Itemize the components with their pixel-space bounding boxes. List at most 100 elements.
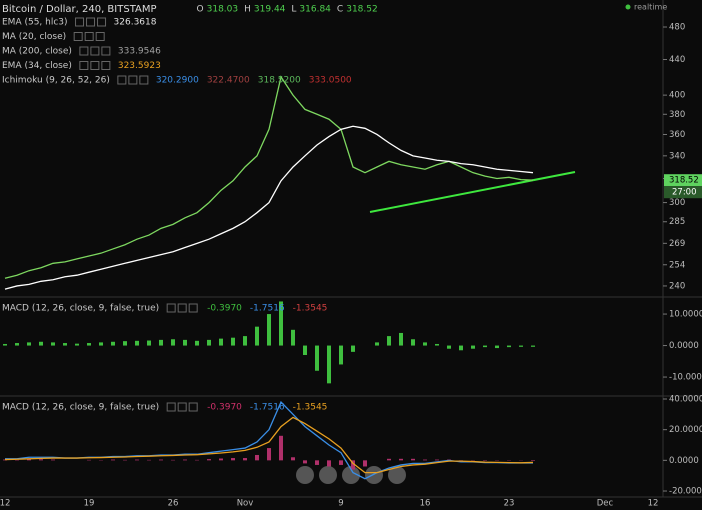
histogram-bar [291,329,295,346]
study-button[interactable] [128,75,138,85]
y-tick-label: -10.0000 [669,373,702,383]
histogram-bar [279,435,283,461]
study-button[interactable] [188,303,198,313]
histogram-bar [303,460,307,464]
chart-controls [296,466,406,484]
histogram-bar [339,460,343,465]
histogram-bar [303,345,307,356]
histogram-bar [51,459,55,461]
study-button[interactable] [84,32,94,41]
study-button[interactable] [117,75,127,85]
histogram-bar [15,343,19,346]
header-text: -1.3545 [293,403,328,413]
study-button[interactable] [95,32,105,41]
study-button[interactable] [188,402,198,412]
header-text: 320.2900 [156,76,199,86]
histogram-bar [459,345,463,351]
countdown-box [664,186,702,199]
x-tick-label: 16 [420,499,431,509]
histogram-bar [195,340,199,346]
control-button[interactable] [365,466,383,484]
histogram-bar [495,345,499,349]
histogram-bar [75,343,79,346]
control-button[interactable] [319,466,337,484]
study-button[interactable] [166,303,176,313]
study-button[interactable] [75,17,85,27]
histogram-bar [27,458,31,461]
series-line [4,75,534,279]
y-tick-label: 400 [669,91,685,101]
header-text: EMA (55, hlc3) [2,18,68,28]
control-button[interactable] [342,466,360,484]
histogram-bar [159,459,163,461]
header-text: 318.03 [207,5,239,15]
header-text: 316.84 [299,5,331,15]
price-label: 318.52 [669,176,699,186]
histogram-bar [171,339,175,346]
trend-line[interactable] [369,171,576,213]
histogram-bar [411,339,415,346]
histogram-bar [243,458,247,461]
study-button[interactable] [86,17,96,27]
y-tick-label: 0.0000 [669,456,699,466]
status: realtime [634,3,667,12]
histogram-bar [51,342,55,346]
study-button[interactable] [101,46,111,56]
histogram-bar [435,343,439,346]
header-text: 326.3618 [114,18,157,28]
header-text: -1.3545 [293,304,328,314]
header-text: -1.7516 [250,403,285,413]
countdown: 27:00 [672,188,697,198]
study-button[interactable] [177,402,187,412]
header-text: 333.0500 [309,76,352,86]
control-button[interactable] [296,466,314,484]
study-button[interactable] [101,61,111,70]
histogram-bar [423,459,427,461]
histogram-bar [339,345,343,365]
study-button[interactable] [90,61,100,70]
study-button[interactable] [166,402,176,412]
header-text: C [337,5,343,15]
y-tick-label: 20.0000 [669,425,702,435]
series-line [4,416,534,474]
header-text: O [197,5,204,15]
histogram-bar [315,345,319,371]
header-text: MA (20, close) [2,32,66,42]
histogram-bar [483,345,487,348]
histogram-bar [231,337,235,346]
histogram-bar [255,454,259,461]
histogram-bar [519,345,523,347]
y-tick-label: 10.0000 [669,310,702,320]
study-button[interactable] [73,32,83,41]
x-tick-label: 23 [504,499,515,509]
y-tick-label: 300 [669,198,685,208]
histogram-bar [267,448,271,461]
header-text: 322.4700 [207,76,250,86]
histogram-bar [99,342,103,346]
control-button[interactable] [388,466,406,484]
y-tick-label: 285 [669,217,685,227]
histogram-bar [255,326,259,346]
histogram-bar [375,342,379,346]
header-text: H [244,5,251,15]
study-button[interactable] [97,17,107,27]
x-tick-label: Nov [237,499,254,509]
histogram-bar [3,459,7,461]
header-text: -0.3970 [207,403,242,413]
histogram-bar [219,458,223,461]
study-button[interactable] [79,61,89,70]
header-text: 323.5923 [118,61,161,71]
header-text: L [291,5,296,15]
study-button[interactable] [177,303,187,313]
histogram-bar [423,342,427,346]
histogram-bar [159,339,163,346]
header-text: MA (200, close) [2,47,72,57]
study-button[interactable] [90,46,100,56]
header-text: EMA (34, close) [2,61,72,71]
x-tick-label: 9 [338,499,343,509]
header-text: 318.5200 [258,76,301,86]
study-button[interactable] [139,75,149,85]
y-tick-label: 254 [669,260,685,270]
study-button[interactable] [79,46,89,56]
